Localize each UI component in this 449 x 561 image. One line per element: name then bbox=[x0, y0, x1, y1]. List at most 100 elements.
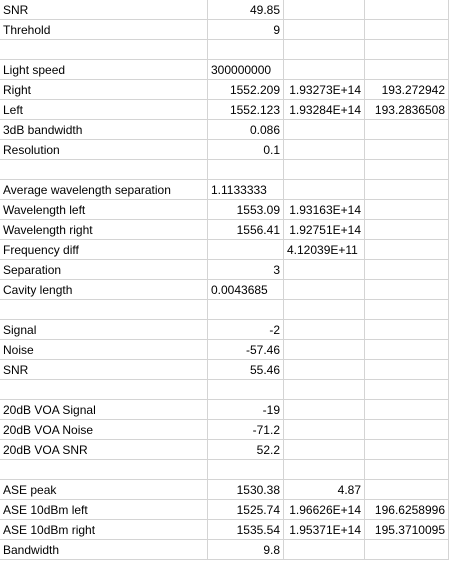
cell-r18-c0[interactable]: SNR bbox=[0, 360, 208, 380]
cell-r11-c3[interactable] bbox=[365, 220, 449, 240]
cell-r27-c3[interactable] bbox=[365, 540, 449, 560]
cell-r16-c3[interactable] bbox=[365, 320, 449, 340]
cell-r3-c2[interactable] bbox=[284, 60, 365, 80]
cell-r13-c1[interactable]: 3 bbox=[208, 260, 284, 280]
cell-r4-c1[interactable]: 1552.209 bbox=[208, 80, 284, 100]
cell-r22-c2[interactable] bbox=[284, 440, 365, 460]
cell-r16-c0[interactable]: Signal bbox=[0, 320, 208, 340]
cell-r12-c3[interactable] bbox=[365, 240, 449, 260]
cell-r22-c0[interactable]: 20dB VOA SNR bbox=[0, 440, 208, 460]
cell-r5-c1[interactable]: 1552.123 bbox=[208, 100, 284, 120]
cell-r27-c0[interactable]: Bandwidth bbox=[0, 540, 208, 560]
cell-r27-c1[interactable]: 9.8 bbox=[208, 540, 284, 560]
cell-r27-c2[interactable] bbox=[284, 540, 365, 560]
cell-r0-c0[interactable]: SNR bbox=[0, 0, 208, 20]
cell-r25-c0[interactable]: ASE 10dBm left bbox=[0, 500, 208, 520]
cell-r23-c1[interactable] bbox=[208, 460, 284, 480]
cell-r20-c2[interactable] bbox=[284, 400, 365, 420]
cell-r24-c3[interactable] bbox=[365, 480, 449, 500]
cell-r2-c1[interactable] bbox=[208, 40, 284, 60]
cell-r11-c1[interactable]: 1556.41 bbox=[208, 220, 284, 240]
cell-r21-c2[interactable] bbox=[284, 420, 365, 440]
cell-r15-c1[interactable] bbox=[208, 300, 284, 320]
cell-r9-c2[interactable] bbox=[284, 180, 365, 200]
cell-r8-c3[interactable] bbox=[365, 160, 449, 180]
cell-r6-c3[interactable] bbox=[365, 120, 449, 140]
cell-r0-c3[interactable] bbox=[365, 0, 449, 20]
cell-r21-c0[interactable]: 20dB VOA Noise bbox=[0, 420, 208, 440]
cell-r13-c0[interactable]: Separation bbox=[0, 260, 208, 280]
cell-r19-c2[interactable] bbox=[284, 380, 365, 400]
cell-r5-c0[interactable]: Left bbox=[0, 100, 208, 120]
cell-r4-c2[interactable]: 1.93273E+14 bbox=[284, 80, 365, 100]
cell-r26-c1[interactable]: 1535.54 bbox=[208, 520, 284, 540]
cell-r12-c2[interactable]: 4.12039E+11 bbox=[284, 240, 365, 260]
cell-r17-c2[interactable] bbox=[284, 340, 365, 360]
cell-r10-c2[interactable]: 1.93163E+14 bbox=[284, 200, 365, 220]
cell-r26-c3[interactable]: 195.3710095 bbox=[365, 520, 449, 540]
cell-r12-c1[interactable] bbox=[208, 240, 284, 260]
cell-r26-c2[interactable]: 1.95371E+14 bbox=[284, 520, 365, 540]
cell-r7-c0[interactable]: Resolution bbox=[0, 140, 208, 160]
cell-r18-c1[interactable]: 55.46 bbox=[208, 360, 284, 380]
cell-r9-c0[interactable]: Average wavelength separation bbox=[0, 180, 208, 200]
cell-r14-c2[interactable] bbox=[284, 280, 365, 300]
cell-r5-c3[interactable]: 193.2836508 bbox=[365, 100, 449, 120]
cell-r3-c3[interactable] bbox=[365, 60, 449, 80]
cell-r7-c1[interactable]: 0.1 bbox=[208, 140, 284, 160]
cell-r4-c3[interactable]: 193.272942 bbox=[365, 80, 449, 100]
cell-r7-c3[interactable] bbox=[365, 140, 449, 160]
cell-r26-c0[interactable]: ASE 10dBm right bbox=[0, 520, 208, 540]
cell-r8-c2[interactable] bbox=[284, 160, 365, 180]
cell-r6-c1[interactable]: 0.086 bbox=[208, 120, 284, 140]
cell-r14-c0[interactable]: Cavity length bbox=[0, 280, 208, 300]
cell-r24-c1[interactable]: 1530.38 bbox=[208, 480, 284, 500]
cell-r23-c2[interactable] bbox=[284, 460, 365, 480]
cell-r15-c2[interactable] bbox=[284, 300, 365, 320]
cell-r6-c0[interactable]: 3dB bandwidth bbox=[0, 120, 208, 140]
cell-r1-c3[interactable] bbox=[365, 20, 449, 40]
cell-r18-c3[interactable] bbox=[365, 360, 449, 380]
cell-r0-c1[interactable]: 49.85 bbox=[208, 0, 284, 20]
cell-r10-c0[interactable]: Wavelength left bbox=[0, 200, 208, 220]
cell-r25-c3[interactable]: 196.6258996 bbox=[365, 500, 449, 520]
cell-r19-c3[interactable] bbox=[365, 380, 449, 400]
cell-r15-c3[interactable] bbox=[365, 300, 449, 320]
cell-r23-c3[interactable] bbox=[365, 460, 449, 480]
cell-r22-c3[interactable] bbox=[365, 440, 449, 460]
cell-r2-c0[interactable] bbox=[0, 40, 208, 60]
cell-r6-c2[interactable] bbox=[284, 120, 365, 140]
cell-r3-c0[interactable]: Light speed bbox=[0, 60, 208, 80]
cell-r2-c2[interactable] bbox=[284, 40, 365, 60]
cell-r18-c2[interactable] bbox=[284, 360, 365, 380]
cell-r8-c1[interactable] bbox=[208, 160, 284, 180]
cell-r3-c1[interactable]: 300000000 bbox=[208, 60, 284, 80]
cell-r23-c0[interactable] bbox=[0, 460, 208, 480]
cell-r17-c0[interactable]: Noise bbox=[0, 340, 208, 360]
cell-r0-c2[interactable] bbox=[284, 0, 365, 20]
cell-r11-c2[interactable]: 1.92751E+14 bbox=[284, 220, 365, 240]
cell-r10-c1[interactable]: 1553.09 bbox=[208, 200, 284, 220]
cell-r25-c1[interactable]: 1525.74 bbox=[208, 500, 284, 520]
cell-r14-c3[interactable] bbox=[365, 280, 449, 300]
cell-r15-c0[interactable] bbox=[0, 300, 208, 320]
cell-r5-c2[interactable]: 1.93284E+14 bbox=[284, 100, 365, 120]
cell-r22-c1[interactable]: 52.2 bbox=[208, 440, 284, 460]
cell-r9-c3[interactable] bbox=[365, 180, 449, 200]
cell-r25-c2[interactable]: 1.96626E+14 bbox=[284, 500, 365, 520]
cell-r24-c0[interactable]: ASE peak bbox=[0, 480, 208, 500]
cell-r4-c0[interactable]: Right bbox=[0, 80, 208, 100]
cell-r1-c1[interactable]: 9 bbox=[208, 20, 284, 40]
cell-r8-c0[interactable] bbox=[0, 160, 208, 180]
cell-r20-c3[interactable] bbox=[365, 400, 449, 420]
cell-r16-c1[interactable]: -2 bbox=[208, 320, 284, 340]
cell-r12-c0[interactable]: Frequency diff bbox=[0, 240, 208, 260]
cell-r9-c1[interactable]: 1.1133333 bbox=[208, 180, 284, 200]
cell-r14-c1[interactable]: 0.0043685 bbox=[208, 280, 284, 300]
cell-r13-c3[interactable] bbox=[365, 260, 449, 280]
cell-r19-c1[interactable] bbox=[208, 380, 284, 400]
cell-r2-c3[interactable] bbox=[365, 40, 449, 60]
cell-r21-c1[interactable]: -71.2 bbox=[208, 420, 284, 440]
cell-r20-c1[interactable]: -19 bbox=[208, 400, 284, 420]
cell-r24-c2[interactable]: 4.87 bbox=[284, 480, 365, 500]
